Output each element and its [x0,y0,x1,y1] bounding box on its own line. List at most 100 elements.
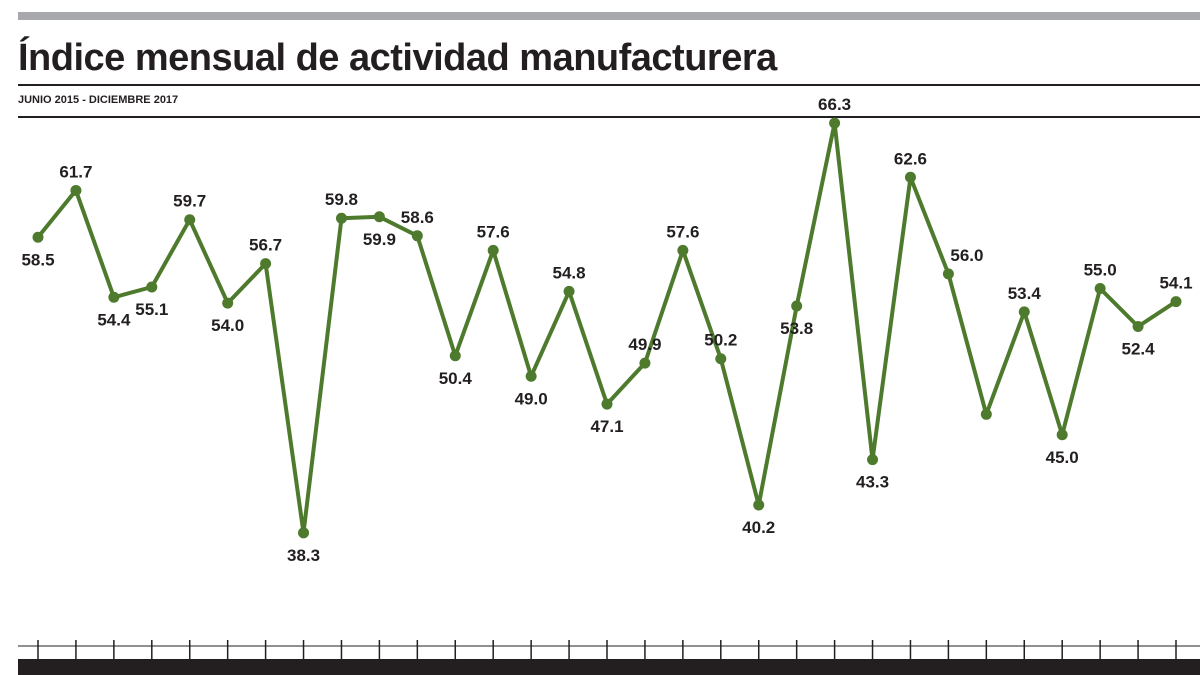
data-point [487,244,499,256]
title-divider [18,84,1200,86]
data-point [904,171,916,183]
x-tick-label: 17 [1175,663,1185,673]
x-tick-label: 16 [720,663,730,673]
data-point [1170,296,1182,308]
data-label: 55.1 [135,300,168,319]
x-tick-label: 16 [492,663,502,673]
data-label: 52.4 [1122,340,1156,359]
data-point [449,350,461,362]
x-tick-label: 15 [113,663,123,673]
x-axis-band [18,659,1200,675]
x-tick-label: 16 [378,663,388,673]
x-tick-label: 16 [340,663,350,673]
data-point [1056,429,1068,441]
data-point [373,211,385,223]
data-point [942,268,954,280]
top-decorative-rule [18,12,1200,20]
data-label: 59.9 [363,230,396,249]
data-label: 57.6 [477,222,510,241]
series-line [36,121,1178,535]
data-label: 59.8 [325,190,358,209]
x-tick-label: 16 [416,663,426,673]
chart-subtitle: JUNIO 2015 - DICIEMBRE 2017 [18,94,179,106]
data-point [108,291,120,303]
subtitle-divider [18,116,1200,118]
data-label: 62.6 [894,149,927,168]
data-label: 50.2 [704,331,737,350]
data-point [867,454,879,466]
x-tick-label: 17 [796,663,806,673]
data-label: 43.3 [856,473,889,492]
data-label: 53.4 [1008,284,1042,303]
x-tick-label: 17 [1099,663,1109,673]
x-tick-label: 17 [872,663,882,673]
data-label: 47.1 [590,417,623,436]
x-tick-label: 15 [189,663,199,673]
data-point [260,258,272,270]
x-tick-label: 16 [568,663,578,673]
x-tick-label: 15 [37,663,47,673]
x-tick-label: 17 [1137,663,1147,673]
data-point [1018,306,1030,318]
data-point [601,398,613,410]
data-point [829,117,841,129]
x-tick-label: 16 [682,663,692,673]
x-tick-label: 15 [265,663,275,673]
x-tick-label: 16 [606,663,616,673]
data-label: 49.0 [515,389,548,408]
data-label: 49.9 [628,335,661,354]
data-label: 56.0 [950,246,983,265]
data-label: 54.4 [97,310,131,329]
data-label: 45.0 [1046,448,1079,467]
x-tick-label: 17 [1023,663,1033,673]
data-point [563,285,575,297]
data-point [146,281,158,293]
x-tick-label: 17 [758,663,768,673]
data-label: 54.0 [211,316,244,335]
x-tick-label: 17 [1061,663,1071,673]
data-label: 66.3 [818,95,851,114]
data-point [980,408,992,420]
x-tick-label: 16 [530,663,540,673]
x-tick-label: 16 [644,663,654,673]
data-point [184,214,196,226]
data-label: 59.7 [173,192,206,211]
data-label: 58.6 [401,208,434,227]
data-label: 40.2 [742,518,775,537]
data-label: 54.8 [553,263,586,282]
data-point [677,244,689,256]
data-point [298,527,310,539]
data-point [70,184,82,196]
data-label: 58.5 [21,250,54,269]
data-label: 55.0 [1084,260,1117,279]
data-label: 57.6 [666,222,699,241]
x-tick-label: 16 [303,663,313,673]
data-point [639,357,651,369]
data-label: 61.7 [59,162,92,181]
x-tick-label: 15 [151,663,161,673]
chart-title: Índice mensual de actividad manufacturer… [18,37,777,79]
data-point [411,230,423,242]
x-tick-label: 16 [454,663,464,673]
data-label: 56.7 [249,236,282,255]
data-point [715,353,727,365]
x-tick-label: 15 [75,663,85,673]
data-label: 50.4 [439,369,473,388]
data-label: 38.3 [287,546,320,565]
data-point [32,231,44,243]
data-label: 53.8 [780,319,813,338]
x-tick-label: 17 [985,663,995,673]
data-point [222,297,234,309]
data-point [1094,282,1106,294]
x-tick-label: 15 [227,663,237,673]
data-point [753,499,765,511]
data-label: 54.1 [1159,274,1192,293]
data-point [1132,321,1144,333]
x-tick-label: 17 [947,663,957,673]
x-tick-label: 17 [909,663,919,673]
data-point [335,212,347,224]
data-point [791,300,803,312]
data-point [525,370,537,382]
x-tick-label: 17 [834,663,844,673]
